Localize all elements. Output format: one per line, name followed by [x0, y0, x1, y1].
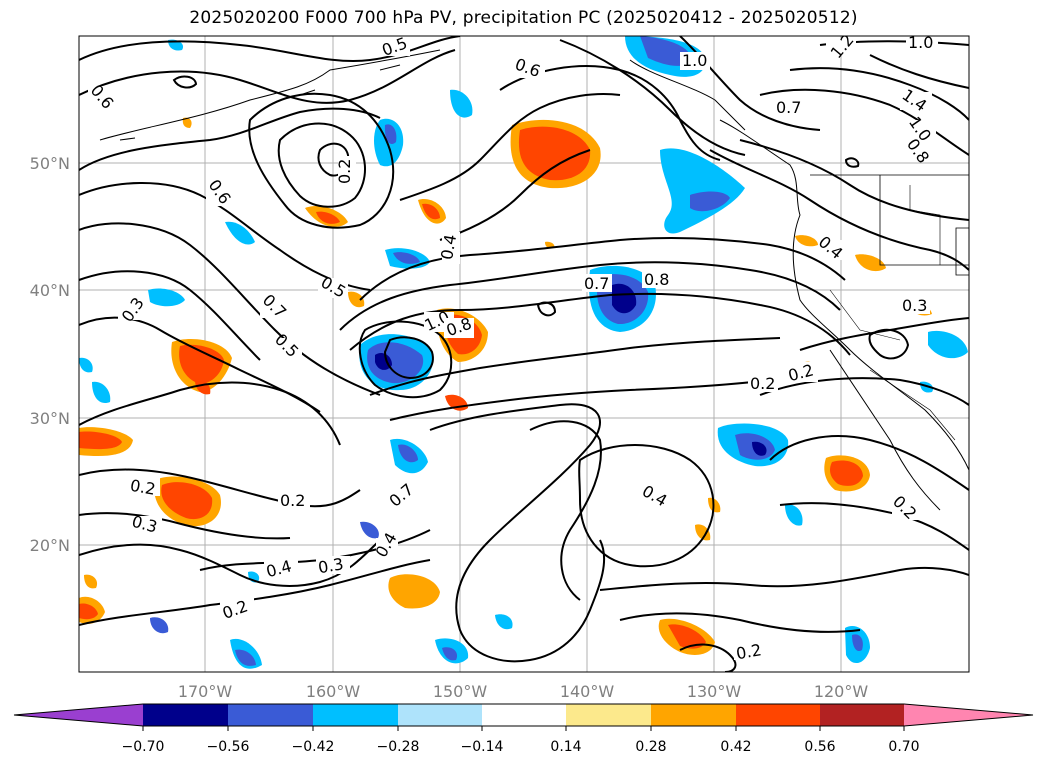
map-frame [78, 35, 970, 673]
colorbar-tick-label: −0.56 [207, 739, 250, 755]
lon-tick-label: 130°W [687, 682, 742, 701]
contour-label: 0.2 [750, 374, 775, 393]
contour-label: 0.7 [584, 274, 609, 293]
contour-label: 0.2 [280, 491, 305, 510]
colorbar-tick-label: 0.42 [720, 739, 751, 755]
lat-tick-label: 20°N [30, 536, 70, 555]
colorbar-tick-label: −0.14 [461, 739, 504, 755]
lon-tick-label: 170°W [178, 682, 233, 701]
colorbar-tick-label: −0.42 [292, 739, 335, 755]
longitude-axis: 170°W 160°W 150°W 140°W 130°W 120°W [178, 682, 869, 701]
contour-label: 0.2 [129, 476, 157, 499]
precip-shading [79, 36, 968, 669]
colorbar-swatch [651, 704, 736, 726]
colorbar-swatch [398, 704, 482, 726]
lon-tick-label: 150°W [433, 682, 488, 701]
colorbar-swatch [482, 704, 566, 726]
lon-tick-label: 160°W [306, 682, 361, 701]
contour-label: 0.5 [379, 33, 409, 60]
colorbar-tick-label: −0.28 [377, 739, 420, 755]
map-area: 0.6 0.5 0.6 1.2 1.0 1.0 1.4 1.0 0.8 0.7 … [79, 33, 969, 672]
colorbar-swatch [820, 704, 904, 726]
colorbar-tick-label: 0.56 [804, 739, 835, 755]
latitude-axis: 50°N 40°N 30°N 20°N [30, 154, 70, 555]
colorbar-over-arrow [904, 704, 1033, 726]
lat-tick-label: 50°N [30, 154, 70, 173]
contour-label: 0.8 [644, 270, 669, 289]
lat-tick-label: 30°N [30, 409, 70, 428]
contour-label: 0.7 [776, 98, 801, 117]
coastlines [99, 49, 969, 511]
colorbar-swatch [566, 704, 651, 726]
contour-label: 0.2 [735, 640, 763, 663]
colorbar-swatch [313, 704, 398, 726]
colorbar: −0.70 −0.56 −0.42 −0.28 −0.14 0.14 0.28 … [13, 703, 1034, 755]
colorbar-tick-label: 0.70 [888, 739, 919, 755]
colorbar-tick-label: 0.14 [550, 739, 581, 755]
contour-label: 1.0 [682, 51, 707, 70]
contour-label: 0.4 [437, 233, 460, 261]
colorbar-tick-label: −0.70 [122, 739, 165, 755]
contour-label: 0.3 [317, 554, 345, 577]
colorbar-tick-label: 0.28 [635, 739, 666, 755]
lon-tick-label: 120°W [814, 682, 869, 701]
contour-label: 0.3 [902, 296, 927, 315]
map-title: 2025020200 F000 700 hPa PV, precipitatio… [189, 8, 858, 28]
colorbar-swatch [143, 704, 228, 726]
colorbar-swatch [228, 704, 313, 726]
contour-label: 0.2 [335, 159, 354, 184]
colorbar-under-arrow [14, 704, 143, 726]
lon-tick-label: 140°W [560, 682, 615, 701]
colorbar-swatch [736, 704, 820, 726]
lat-tick-label: 40°N [30, 281, 70, 300]
contour-label: 1.0 [908, 33, 933, 52]
